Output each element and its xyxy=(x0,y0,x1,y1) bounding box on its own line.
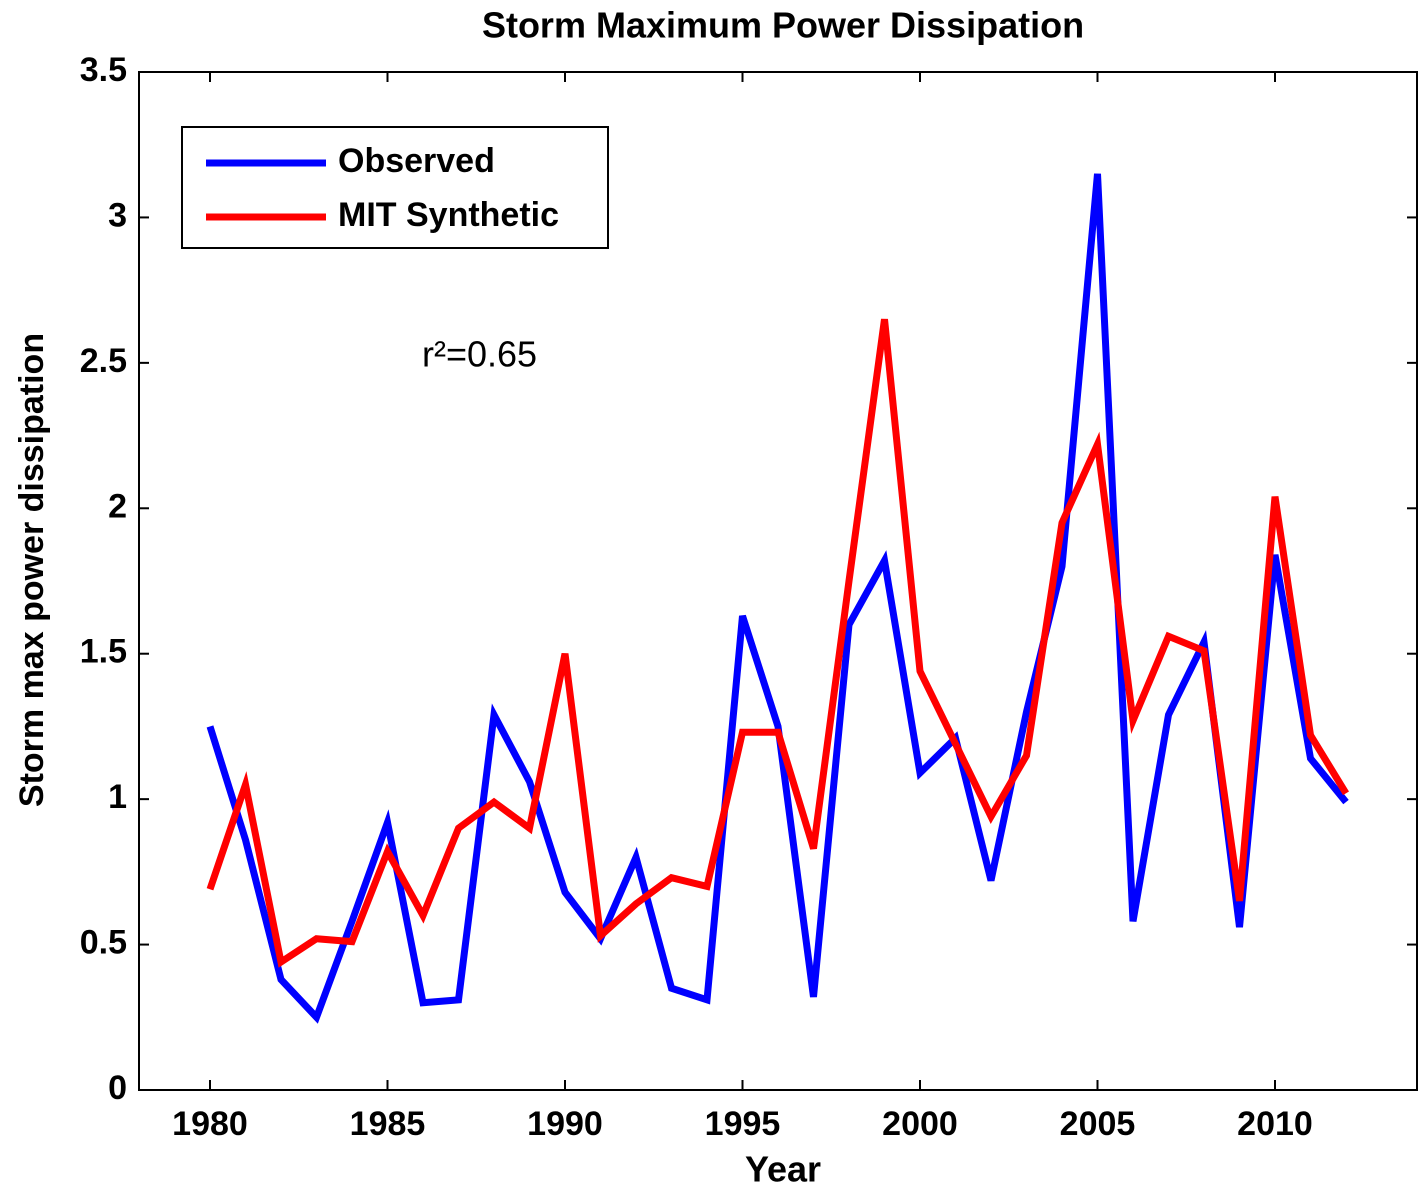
x-tick-label: 1995 xyxy=(705,1105,781,1143)
x-tick-label: 1985 xyxy=(350,1105,426,1143)
x-tick-label: 1990 xyxy=(527,1105,603,1143)
y-tick-label: 0 xyxy=(108,1069,127,1107)
y-tick-label: 3.5 xyxy=(80,51,127,89)
x-tick-label: 2000 xyxy=(882,1105,958,1143)
y-tick-label: 1.5 xyxy=(80,633,127,671)
x-axis-label: Year xyxy=(745,1149,821,1190)
x-tick-label: 2005 xyxy=(1060,1105,1136,1143)
y-tick-label: 0.5 xyxy=(80,924,127,962)
legend-label: MIT Synthetic xyxy=(338,196,559,234)
data-line xyxy=(206,318,1349,968)
x-tick-label: 1980 xyxy=(172,1105,248,1143)
legend-label: Observed xyxy=(338,142,495,180)
chart-title: Storm Maximum Power Dissipation xyxy=(482,5,1084,46)
legend-box xyxy=(181,126,609,249)
plot-frame xyxy=(138,71,1418,1091)
y-axis-label: Storm max power dissipation xyxy=(13,333,51,807)
y-tick-label: 3 xyxy=(108,196,127,234)
x-tick-label: 2010 xyxy=(1237,1105,1313,1143)
annotation: r²=0.65 xyxy=(422,334,537,375)
y-tick-label: 2.5 xyxy=(80,342,127,380)
y-tick-label: 1 xyxy=(108,778,127,816)
data-line xyxy=(206,173,1349,1024)
y-tick-label: 2 xyxy=(108,487,127,525)
